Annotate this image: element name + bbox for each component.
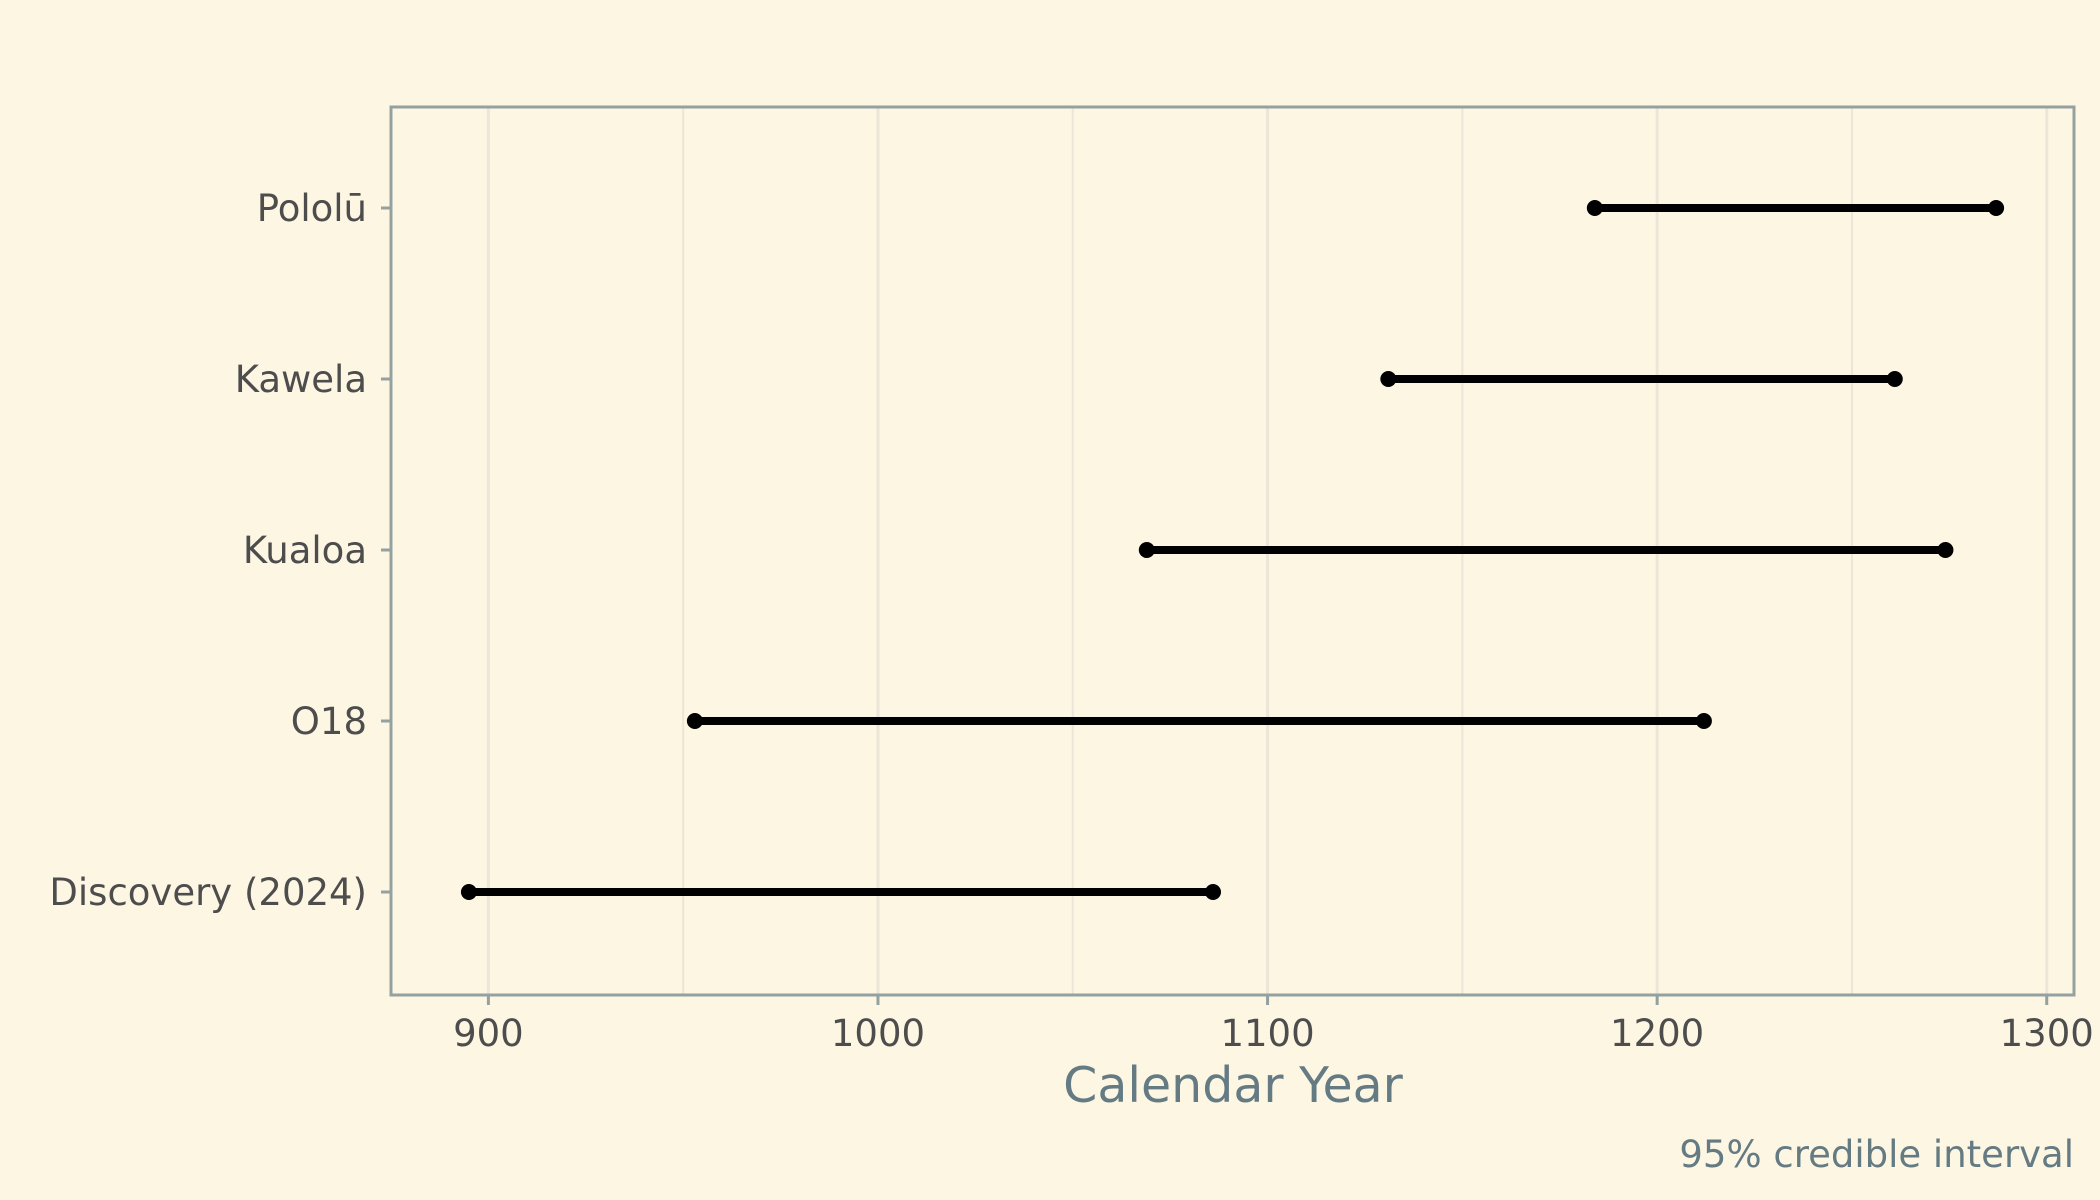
x-tick-label: 1300 bbox=[2000, 1012, 2094, 1055]
interval-low-point bbox=[1380, 371, 1397, 387]
x-tick-label: 1200 bbox=[1610, 1012, 1704, 1055]
chart-caption: 95% credible interval bbox=[1679, 1133, 2074, 1176]
interval-mark bbox=[460, 884, 1222, 900]
x-axis-title: Calendar Year bbox=[1063, 1057, 1404, 1114]
x-tick-label: 1000 bbox=[831, 1012, 925, 1055]
interval-high-point bbox=[1886, 371, 1903, 387]
y-tick-label: Kawela bbox=[235, 358, 367, 401]
interval-low-point bbox=[686, 713, 703, 729]
interval-high-point bbox=[1988, 200, 2005, 216]
interval-mark bbox=[1586, 200, 2005, 216]
interval-high-point bbox=[1937, 542, 1954, 558]
interval-high-point bbox=[1695, 713, 1712, 729]
x-tick-label: 900 bbox=[453, 1012, 524, 1055]
interval-low-point bbox=[1586, 200, 1603, 216]
interval-mark bbox=[1380, 371, 1903, 387]
x-tick-label: 1100 bbox=[1220, 1012, 1314, 1055]
interval-low-point bbox=[1138, 542, 1155, 558]
y-axis: Discovery (2024) O18 Kualoa Kawela Pololū bbox=[49, 187, 391, 914]
interval-high-point bbox=[1205, 884, 1222, 900]
y-tick-label: Kualoa bbox=[243, 529, 367, 572]
interval-low-point bbox=[460, 884, 477, 900]
interval-mark bbox=[686, 713, 1712, 729]
grid bbox=[486, 107, 2049, 995]
y-tick-label: Pololū bbox=[257, 187, 367, 230]
x-axis: 900 1000 1100 1200 1300 bbox=[453, 995, 2094, 1055]
y-tick-label: Discovery (2024) bbox=[49, 871, 367, 914]
interval-mark bbox=[1138, 542, 1954, 558]
interval-series bbox=[460, 200, 2005, 900]
panel-frame bbox=[389, 105, 2076, 997]
y-tick-label: O18 bbox=[291, 700, 367, 743]
